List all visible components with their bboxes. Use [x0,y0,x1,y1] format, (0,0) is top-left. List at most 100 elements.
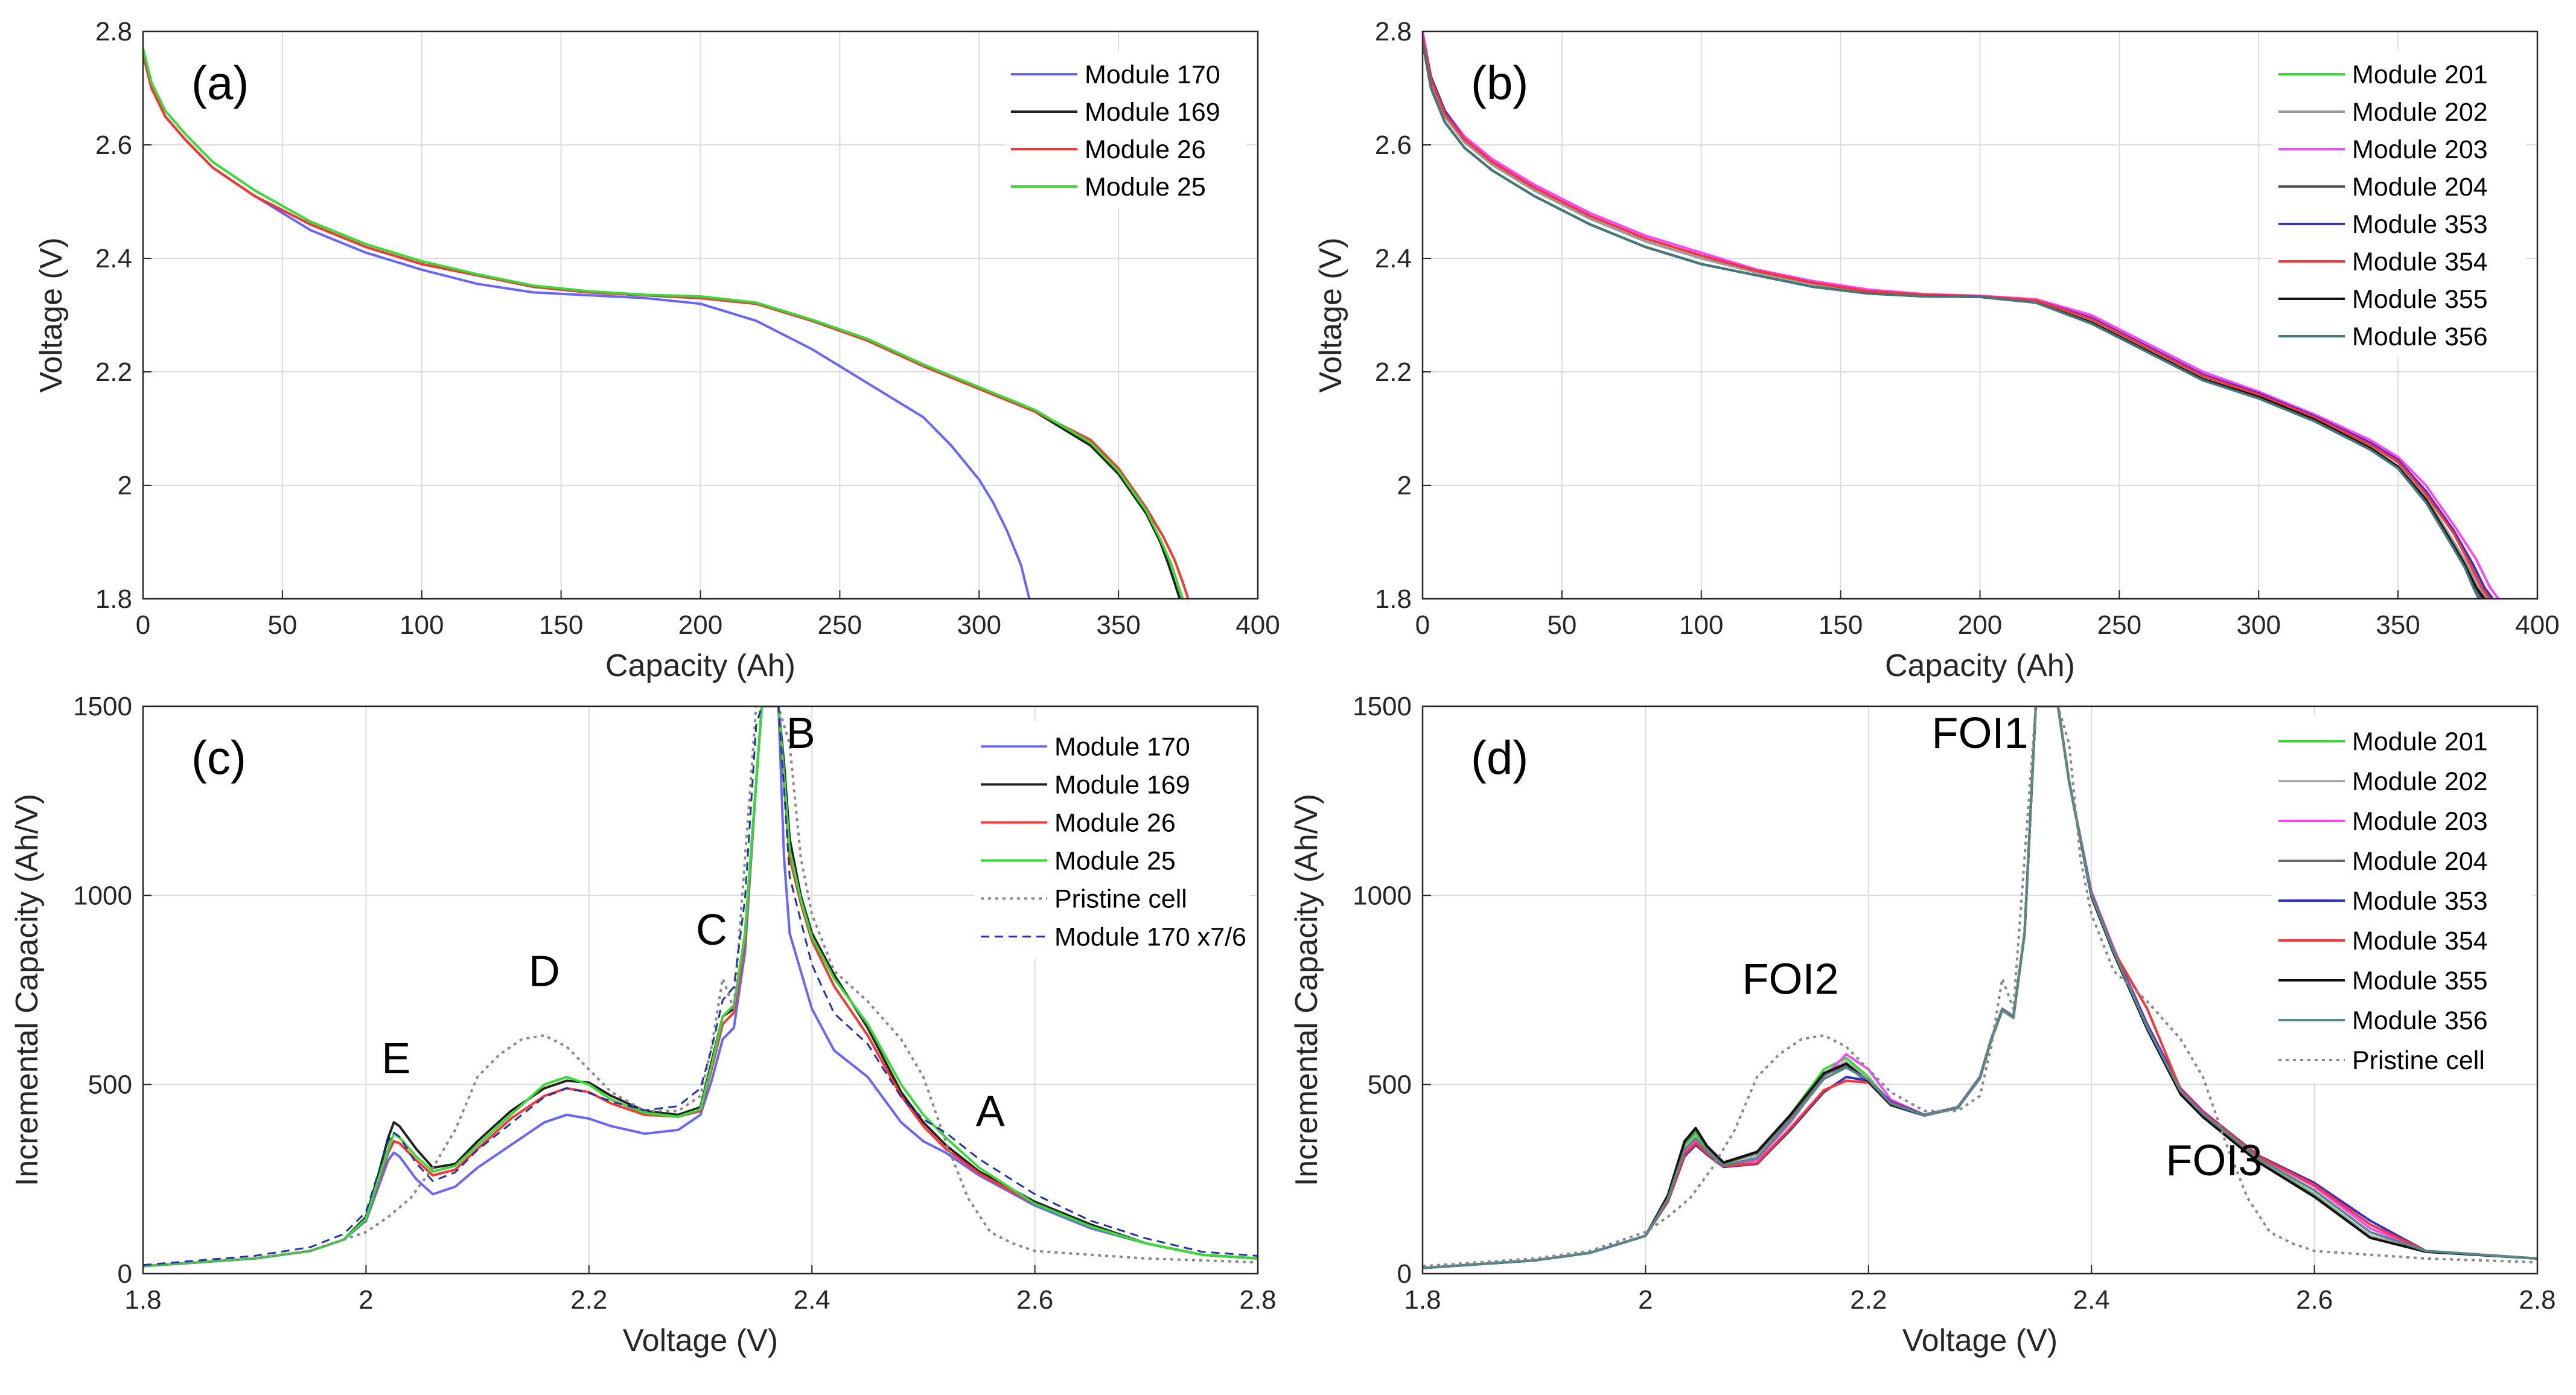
x-tick-label: 200 [1958,610,2002,640]
legend-entry: Module 355 [2352,285,2488,314]
legend-entry: Module 170 x7/6 [1054,923,1246,952]
y-tick-label: 500 [88,1070,132,1100]
series-line-module-170-x7-6 [143,706,1258,1266]
y-axis-label: Voltage (V) [34,237,69,392]
legend-entry: Module 203 [2352,135,2488,164]
y-tick-label: 1.8 [95,584,132,614]
panel-label: (c) [191,731,246,784]
legend-entry: Module 354 [2352,927,2488,956]
y-tick-label: 2.8 [95,17,132,46]
x-tick-label: 150 [1819,610,1863,640]
annotation-foi3: FOI3 [2166,1137,2262,1185]
legend-box [975,721,1249,958]
axes-frame [1421,705,2539,1275]
y-tick-label: 2.4 [95,244,132,273]
series-line-module-356 [1423,706,2537,1269]
x-tick-label: 250 [2097,610,2141,640]
y-tick-label: 500 [1368,1070,1412,1100]
panel-a: 0 50 100 150 200 250 300 350 400 1.8 2 2.2 2.4 2.6 2.8… [34,17,1280,683]
y-tick-label: 1000 [73,881,132,910]
x-axis-label: Voltage (V) [623,1323,778,1358]
series-group [1423,31,2500,599]
x-tick-label: 1.8 [1404,1285,1441,1315]
axes-frame [142,705,1259,1275]
legend-entry: Module 202 [2352,767,2488,796]
annotation-e: E [381,1035,410,1083]
x-tick-label: 0 [136,610,150,640]
series-line-module-170 [143,706,1258,1268]
legend-entry: Module 25 [1054,847,1176,876]
legend-entry: Module 203 [2352,807,2488,836]
y-tick-label: 2.4 [1375,244,1412,273]
annotation-c: C [696,906,727,954]
y-tick-label: 2.2 [95,357,132,387]
y-tick-label: 2.2 [1375,357,1412,387]
legend: Module 201 Module 202 Module 203 Module 204… [2272,715,2532,1082]
legend-entry: Module 202 [2352,98,2488,127]
legend: Module 170 Module 169 Module 26 Module 25 [1005,49,1246,208]
legend: Module 170 Module 169 Module 26 Module 25 Pr… [975,721,1249,958]
y-axis-label: Incremental Capacity (Ah/V) [1289,794,1324,1186]
x-tick-label: 1.8 [124,1285,161,1315]
series-group [143,706,1258,1268]
annotation-a: A [976,1088,1005,1136]
series-line-module-25 [143,48,1184,599]
legend-entry: Module 354 [2352,247,2488,276]
legend-entry: Pristine cell [1054,885,1187,914]
y-tick-label: 1000 [1353,881,1412,910]
annotation-b: B [786,709,815,758]
legend-entry: Module 169 [1054,771,1190,800]
annotation-foi1: FOI1 [1931,709,2028,758]
x-tick-label: 50 [267,610,297,640]
legend-entry: Module 25 [1085,173,1206,202]
x-axis-label: Capacity (Ah) [1885,648,2075,683]
legend-entry: Module 204 [2352,847,2488,876]
x-tick-label: 200 [678,610,722,640]
panel-b: 0 50 100 150 200 250 300 350 400 1.8 2 2.2 2.4 2.6 2.8… [1313,17,2560,683]
x-tick-label: 100 [1679,610,1723,640]
x-tick-label: 100 [400,610,444,640]
series-group [1423,706,2537,1269]
x-tick-label: 2.6 [2296,1285,2333,1315]
x-tick-label: 300 [2237,610,2281,640]
legend-entry: Module 169 [1085,98,1220,127]
x-tick-label: 2.4 [794,1285,831,1315]
y-tick-label: 2.6 [1375,130,1412,160]
x-axis-label: Capacity (Ah) [605,648,795,683]
x-tick-label: 250 [818,610,862,640]
x-tick-label: 300 [957,610,1001,640]
y-tick-label: 1500 [73,692,132,721]
y-tick-label: 0 [118,1259,132,1289]
panel-label: (d) [1471,731,1528,784]
legend-box [1005,49,1246,208]
x-tick-label: 2.2 [570,1285,607,1315]
legend-entry: Module 204 [2352,173,2488,202]
y-tick-label: 2 [118,471,132,500]
x-tick-label: 400 [2515,610,2559,640]
legend-entry: Pristine cell [2352,1046,2485,1075]
x-tick-label: 2.2 [1850,1285,1887,1315]
x-tick-label: 350 [2376,610,2420,640]
x-tick-label: 50 [1547,610,1577,640]
legend-entry: Module 26 [1085,135,1206,164]
y-tick-label: 1500 [1353,692,1412,721]
series-line-module-26 [143,54,1190,599]
annotation-d: D [529,948,560,996]
legend-entry: Module 201 [2352,727,2488,756]
y-axis-label: Voltage (V) [1313,237,1348,392]
y-tick-label: 0 [1397,1259,1412,1289]
x-tick-label: 2 [1638,1285,1653,1315]
legend: Module 201 Module 202 Module 203 Module 204… [2272,49,2526,357]
y-tick-label: 2.8 [1375,17,1412,46]
y-tick-label: 1.8 [1375,584,1412,614]
legend-entry: Module 170 [1054,733,1190,762]
axes-frame [1421,30,2539,600]
axes-frame [142,30,1259,600]
panel-d: 1.8 2 2.2 2.4 2.6 2.8 0 500 1000 1500 Voltage (V) I… [1289,692,2556,1358]
legend-entry: Module 355 [2352,966,2488,995]
x-tick-label: 2.8 [2519,1285,2555,1315]
series-line-pristine-cell [1423,706,2537,1268]
legend-box [2272,49,2526,357]
x-axis-label: Voltage (V) [1902,1323,2058,1358]
x-tick-label: 2.6 [1016,1285,1053,1315]
